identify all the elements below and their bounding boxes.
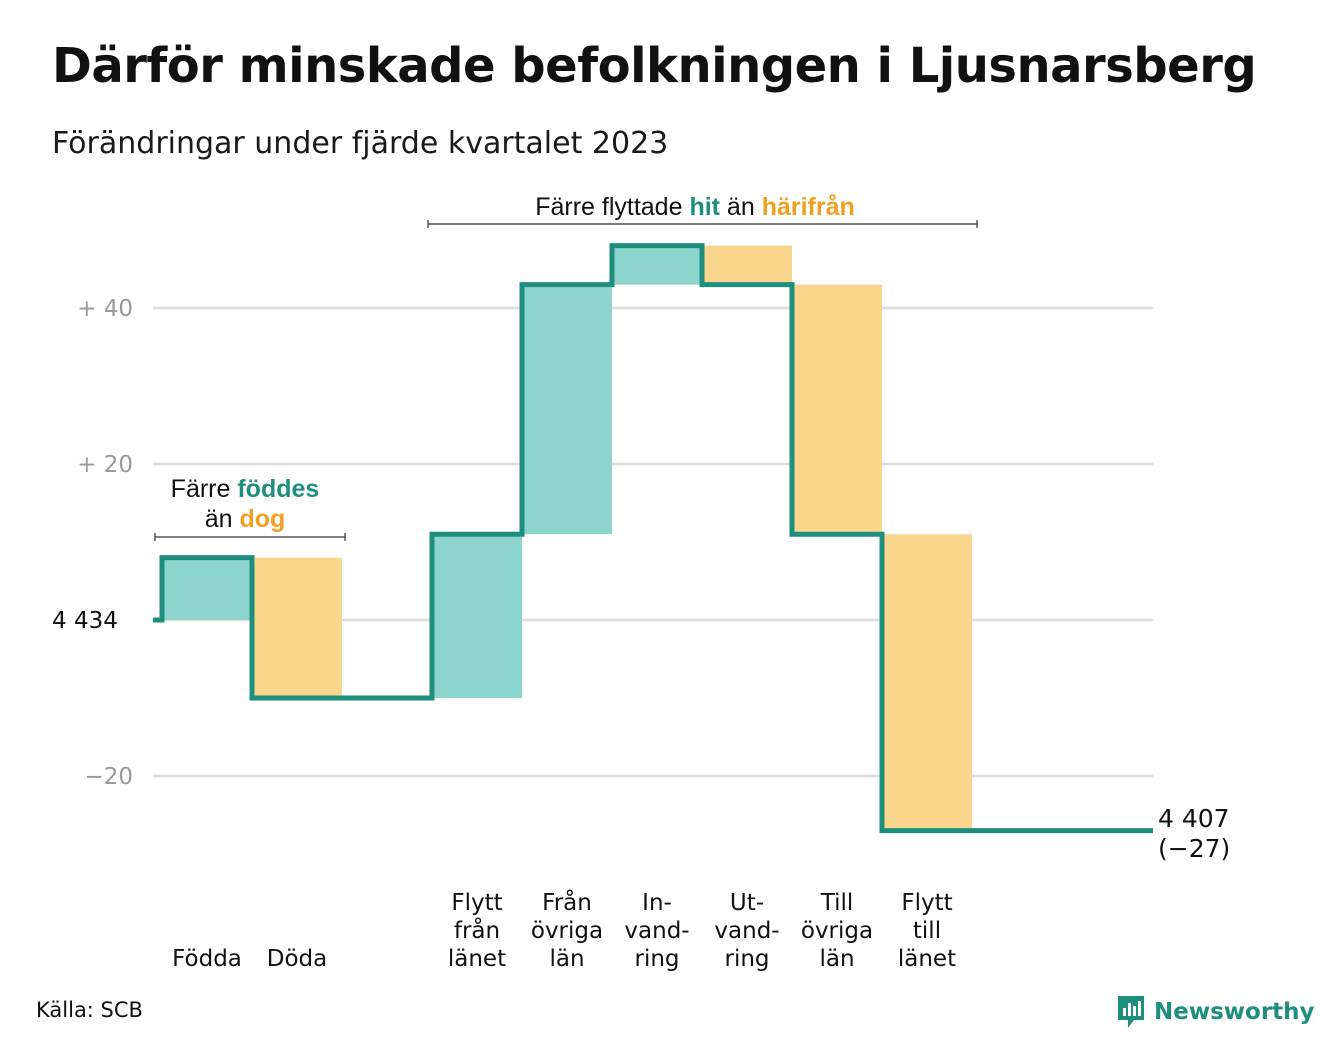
bar-outflow <box>702 245 792 285</box>
y-tick-label: 4 434 <box>52 608 118 634</box>
annotation-text: än dog <box>205 505 286 533</box>
x-category-label: län <box>549 946 584 972</box>
x-category-label: län <box>819 946 854 972</box>
y-tick-label: + 40 <box>77 296 133 322</box>
annotation-text: Färre föddes <box>171 475 320 503</box>
x-category-label: ring <box>634 946 679 972</box>
bar-outflow <box>792 284 882 535</box>
x-category-label: Flytt <box>901 890 952 916</box>
x-category-label: länet <box>898 946 956 972</box>
source-label: Källa: SCB <box>36 998 143 1022</box>
x-category-label: ring <box>724 946 769 972</box>
x-category-label: länet <box>448 946 506 972</box>
x-category-label: Från <box>542 888 592 916</box>
x-category-label: Flytt <box>451 890 502 916</box>
y-tick-label: −20 <box>84 764 133 790</box>
brand-logo: Newsworthy <box>1116 994 1315 1030</box>
cumulative-step-line <box>153 243 1153 834</box>
end-value-label: (−27) <box>1158 834 1230 863</box>
brand-name: Newsworthy <box>1154 999 1315 1025</box>
annotation-text: Färre flyttade hit än härifrån <box>535 193 855 221</box>
end-value-label: 4 407 <box>1158 804 1230 833</box>
bar-inflow <box>522 284 612 535</box>
x-category-label: In- <box>642 890 672 916</box>
chart-title: Därför minskade befolkningen i Ljusnarsb… <box>52 38 1257 94</box>
x-category-label: övriga <box>531 918 603 944</box>
x-category-label: från <box>454 916 500 944</box>
bar-inflow <box>162 557 252 620</box>
y-tick-label: + 20 <box>77 452 133 478</box>
x-category-label: vand- <box>624 918 689 944</box>
bar-outflow <box>252 557 342 698</box>
bar-outflow <box>882 534 972 831</box>
x-category-label: Ut- <box>730 890 764 916</box>
x-category-label: Döda <box>267 946 327 972</box>
chart-subtitle: Förändringar under fjärde kvartalet 2023 <box>52 126 669 161</box>
annotation-migration: Färre flyttade hit än härifrån <box>427 193 978 228</box>
x-category-label: vand- <box>714 918 779 944</box>
x-category-label: Till <box>820 890 854 916</box>
x-category-label: Födda <box>172 946 242 972</box>
x-category-label: övriga <box>801 918 873 944</box>
x-category-label: till <box>913 918 941 944</box>
newsworthy-icon <box>1118 996 1144 1028</box>
bar-inflow <box>612 245 702 285</box>
bar-inflow <box>432 534 522 698</box>
